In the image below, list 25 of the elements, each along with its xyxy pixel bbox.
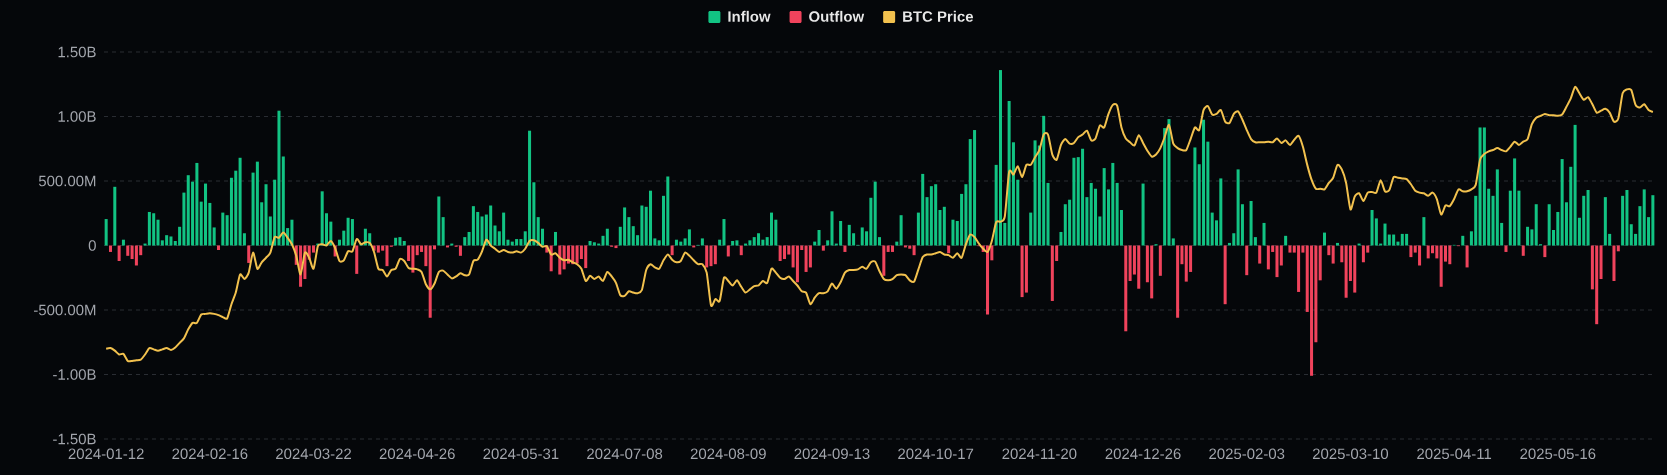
x-tick-label: 2024-07-08 [587, 448, 663, 460]
x-tick-label: 2024-08-09 [690, 448, 766, 460]
x-tick-label: 2024-05-31 [483, 448, 559, 460]
y-tick-label: -500.00M [34, 304, 96, 316]
x-tick-label: 2025-03-10 [1312, 448, 1389, 460]
y-tick-label: 1.00B [58, 111, 96, 122]
y-tick-label: -1.50B [53, 433, 96, 445]
x-tick-label: 2024-12-26 [1105, 448, 1181, 460]
x-tick-label: 2024-03-22 [276, 448, 351, 460]
x-tick-label: 2025-04-11 [1417, 448, 1492, 460]
x-tick-label: 2025-05-16 [1520, 448, 1596, 460]
x-tick-label: 2024-09-13 [794, 448, 870, 460]
y-tick-label: -1.00B [53, 369, 96, 380]
x-tick-label: 2024-11-20 [1002, 448, 1077, 460]
x-tick-label: 2024-10-17 [898, 448, 974, 460]
x-tick-label: 2024-04-26 [379, 448, 455, 460]
legend-label: Inflow [728, 10, 771, 22]
y-tick-label: 1.50B [58, 46, 96, 58]
x-tick-label: 2025-02-03 [1209, 448, 1285, 460]
legend-label: BTC Price [903, 10, 974, 22]
legend-label: Outflow [809, 10, 865, 22]
x-tick-label: 2024-01-12 [68, 448, 144, 460]
y-tick-label: 0 [88, 240, 96, 251]
y-tick-label: 500.00M [38, 175, 96, 187]
x-tick-label: 2024-02-16 [172, 448, 248, 460]
